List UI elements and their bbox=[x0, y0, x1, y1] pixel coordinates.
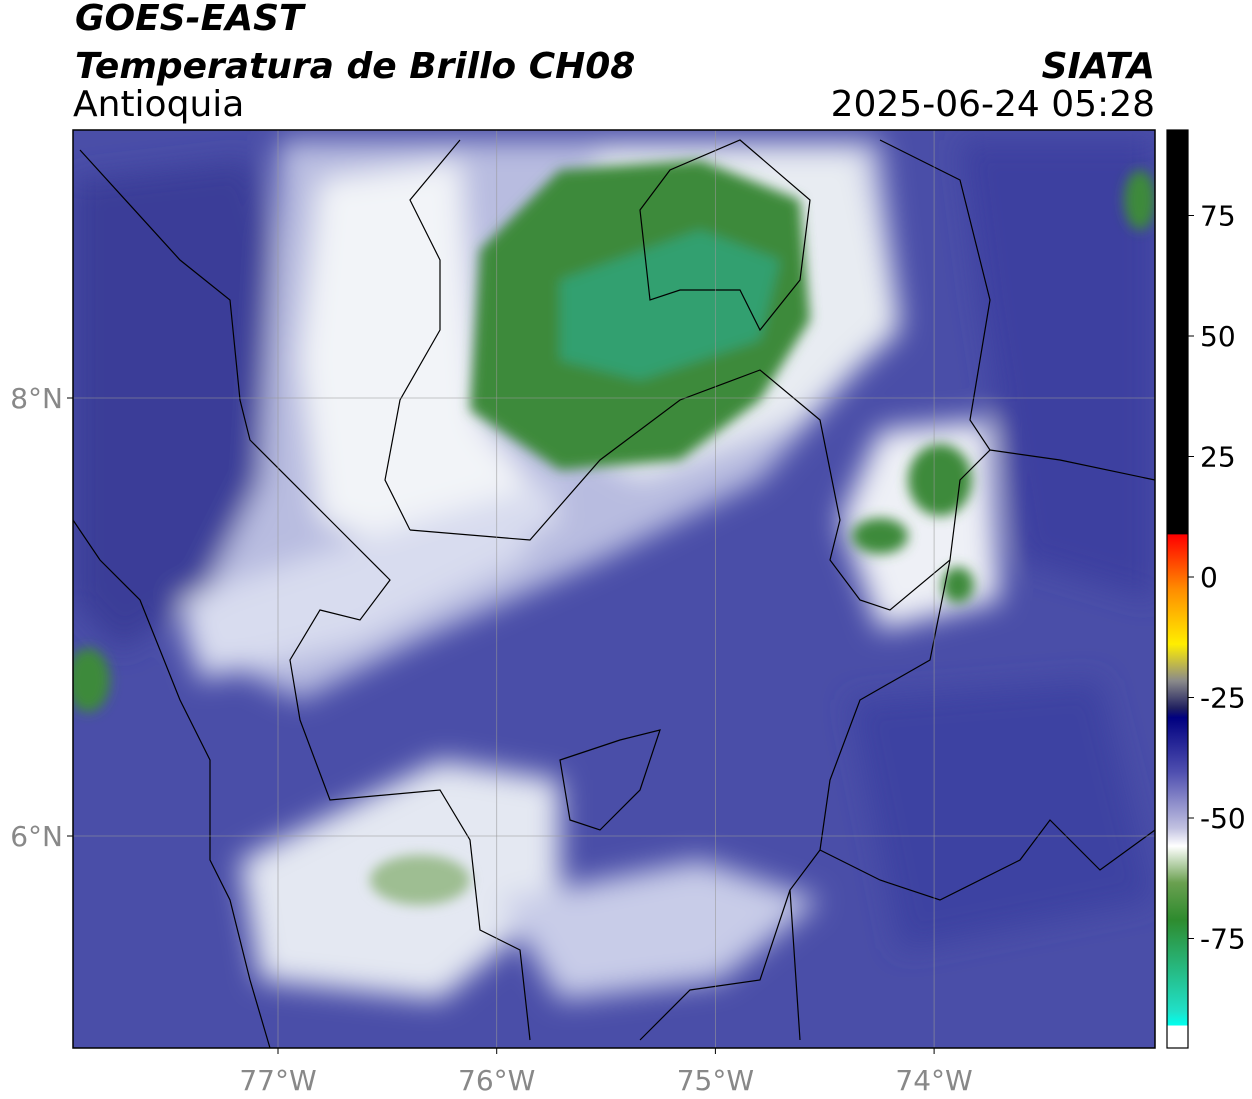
lon-tick-label: 77°W bbox=[239, 1064, 316, 1097]
agency: SIATA bbox=[1042, 46, 1155, 87]
colorbar bbox=[1166, 129, 1189, 1049]
map-frame bbox=[72, 129, 1156, 1049]
colorbar-tick-label: -25 bbox=[1200, 682, 1246, 715]
title: GOES-EAST bbox=[75, 0, 306, 39]
lon-tick-label: 76°W bbox=[458, 1064, 535, 1097]
satellite-image bbox=[73, 130, 1155, 1048]
colorbar-tick-label: -50 bbox=[1200, 802, 1246, 835]
lon-tick-label: 75°W bbox=[677, 1064, 754, 1097]
datetime: 2025-06-24 05:28 bbox=[831, 84, 1155, 125]
colorbar-tick-label: 50 bbox=[1200, 320, 1236, 353]
colorbar-tick-label: 25 bbox=[1200, 441, 1236, 474]
colorbar-tick-label: 0 bbox=[1200, 561, 1218, 594]
colorbar-tick-label: -75 bbox=[1200, 923, 1246, 956]
lat-tick-label: 6°N bbox=[10, 820, 63, 853]
colorbar-tick-label: 75 bbox=[1200, 200, 1236, 233]
region: Antioquia bbox=[73, 84, 244, 125]
subtitle: Temperatura de Brillo CH08 bbox=[75, 46, 635, 87]
lat-tick-label: 8°N bbox=[10, 382, 63, 415]
graticule bbox=[73, 130, 1155, 1048]
lon-tick-label: 74°W bbox=[895, 1064, 972, 1097]
